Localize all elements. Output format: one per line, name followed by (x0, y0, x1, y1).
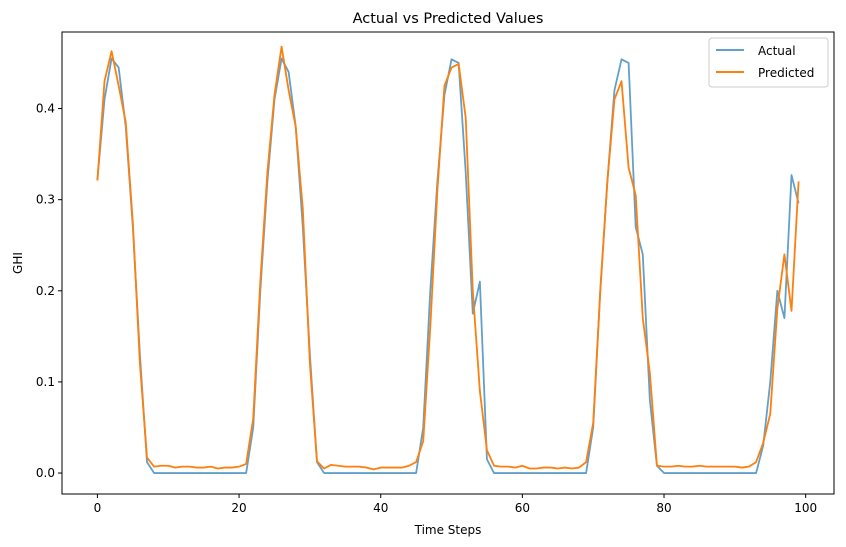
x-axis-label: Time Steps (414, 523, 482, 537)
legend-label-predicted: Predicted (758, 66, 814, 80)
y-axis: 0.0 0.1 0.2 0.3 0.4 (36, 102, 62, 480)
x-tick-label: 60 (515, 501, 530, 515)
legend: Actual Predicted (708, 37, 829, 88)
chart-title: Actual vs Predicted Values (353, 11, 544, 27)
plot-frame (61, 31, 835, 495)
y-tick-label: 0.0 (36, 466, 55, 480)
y-tick-label: 0.3 (36, 193, 55, 207)
x-tick-label: 100 (794, 501, 817, 515)
series-line-predicted (96, 45, 800, 471)
x-tick-label: 0 (94, 501, 102, 515)
x-tick-label: 80 (656, 501, 671, 515)
legend-label-actual: Actual (758, 44, 796, 58)
y-tick-label: 0.4 (36, 102, 55, 116)
y-tick-label: 0.1 (36, 375, 55, 389)
y-axis-label: GHI (11, 252, 25, 274)
series-line-actual (96, 57, 800, 474)
x-tick-label: 20 (231, 501, 246, 515)
x-tick-label: 40 (373, 501, 388, 515)
plot-area (96, 45, 800, 474)
x-axis: 0 20 40 60 80 100 (94, 494, 817, 515)
y-tick-label: 0.2 (36, 284, 55, 298)
